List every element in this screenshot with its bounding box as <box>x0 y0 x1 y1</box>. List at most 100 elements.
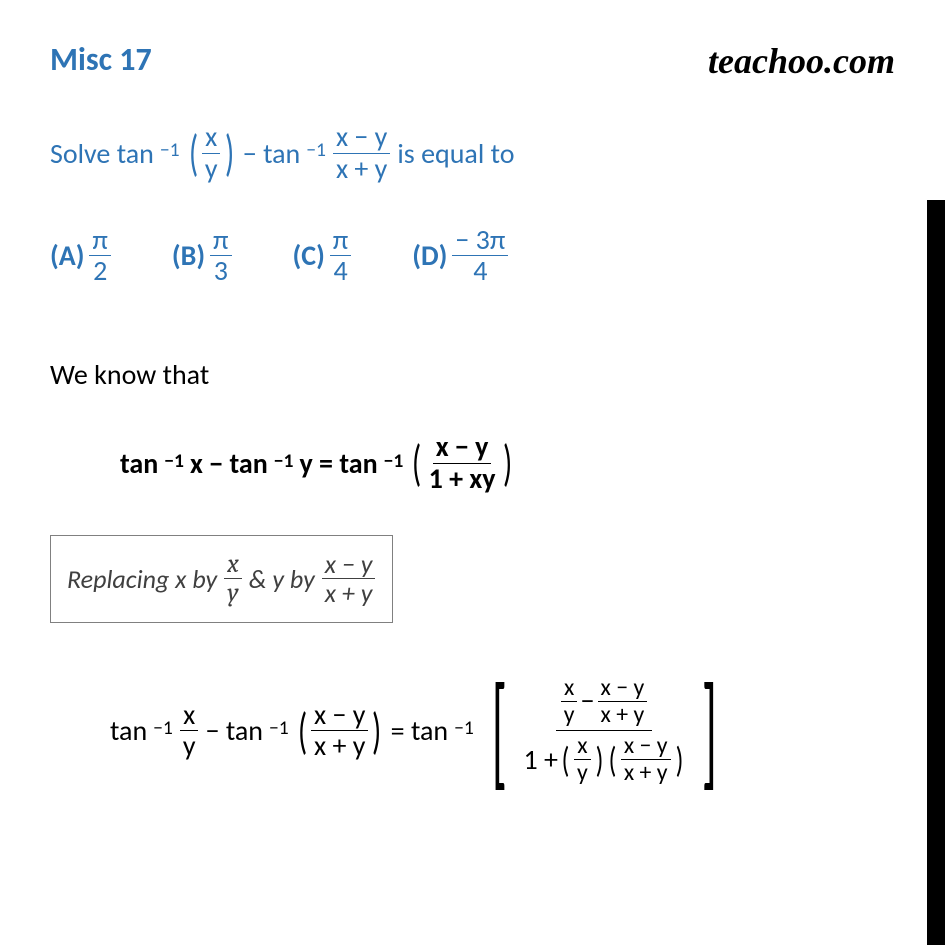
denominator: 4 <box>470 256 490 287</box>
numerator: x − y <box>311 700 368 732</box>
exponent: −1 <box>153 716 173 740</box>
fraction: π 4 <box>330 225 351 288</box>
numerator: π <box>210 225 231 257</box>
big-fraction: x y − x − y x + y 1 + ( x y <box>519 673 688 789</box>
denominator: 2 <box>90 256 110 287</box>
fraction: x y <box>561 675 578 728</box>
numerator: x − y <box>333 122 390 154</box>
paren-group: ( x − y 1 + xy ) <box>409 432 515 495</box>
problem-title: Misc 17 <box>50 40 152 79</box>
fraction: x − y x + y <box>311 700 368 763</box>
numerator: x <box>202 122 220 154</box>
bracket-group: [ x y − x − y x + y 1 + ( <box>480 673 728 789</box>
denominator: y <box>180 731 199 762</box>
exponent: −1 <box>306 138 326 162</box>
fraction: x y <box>180 700 199 763</box>
right-bracket-icon: ] <box>701 699 716 762</box>
text: tan <box>110 713 147 748</box>
header-row: Misc 17 teachoo.com <box>50 40 895 82</box>
text: − tan <box>206 713 263 748</box>
denominator: x + y <box>311 731 368 762</box>
paren-group: ( x − y x + y ) <box>295 700 385 763</box>
numerator: x − y <box>433 432 492 464</box>
right-paren-icon: ) <box>503 443 512 483</box>
question-mid: − tan <box>243 136 300 171</box>
exponent: −1 <box>160 138 180 162</box>
fraction: x y <box>574 733 591 786</box>
denominator: x + y <box>621 760 671 786</box>
numerator: x <box>561 675 577 702</box>
denominator: 1 + xy <box>426 464 499 495</box>
options-row: (A) π 2 (B) π 3 (C) π 4 (D) − 3π 4 <box>50 225 895 288</box>
numerator: π <box>330 225 351 257</box>
fraction: π 2 <box>89 225 110 288</box>
left-paren-icon: ( <box>608 740 616 780</box>
left-bracket-icon: [ <box>491 699 506 762</box>
fraction: x − y x + y <box>322 550 376 608</box>
numerator: x − y <box>598 675 648 702</box>
right-paren-icon: ) <box>225 133 234 173</box>
equals-text: = tan <box>391 713 448 748</box>
option-label: (D) <box>412 238 447 273</box>
exponent: −1 <box>269 716 289 740</box>
fraction: π 3 <box>210 225 231 288</box>
numerator: x <box>224 550 242 580</box>
denominator: 3 <box>211 256 231 287</box>
left-paren-icon: ( <box>189 133 198 173</box>
page-content: Misc 17 teachoo.com Solve tan−1 ( x y ) … <box>0 0 945 829</box>
right-paren-icon: ) <box>372 711 381 751</box>
denominator: y <box>561 702 578 728</box>
question-suffix: is equal to <box>397 136 514 171</box>
final-expression: tan−1 x y − tan−1 ( x − y x + y ) = tan−… <box>110 673 895 789</box>
numerator: π <box>89 225 110 257</box>
identity-formula: tan−1 x − tan−1 y = tan−1 ( x − y 1 + xy… <box>120 432 895 495</box>
question-line: Solve tan−1 ( x y ) − tan−1 x − y x + y … <box>50 122 895 185</box>
fraction: x − y x + y <box>333 122 390 185</box>
denominator: x + y <box>598 702 648 728</box>
formula-text: x − tan <box>190 446 268 481</box>
numerator: − 3π <box>452 225 508 257</box>
side-strip <box>927 200 945 945</box>
denominator: y <box>224 579 241 608</box>
left-paren-icon: ( <box>298 711 307 751</box>
fraction: − 3π 4 <box>452 225 508 288</box>
paren-group: ( x y ) <box>186 122 237 185</box>
fraction: x − y x + y <box>621 733 671 786</box>
denominator: x + y <box>333 154 390 185</box>
exponent: −1 <box>384 449 404 473</box>
site-logo: teachoo.com <box>708 40 895 82</box>
exponent: −1 <box>164 449 184 473</box>
denominator: y <box>574 760 591 786</box>
solution-intro: We know that <box>50 357 895 392</box>
fraction: x − y 1 + xy <box>426 432 499 495</box>
left-paren-icon: ( <box>562 740 570 780</box>
option-b: (B) π 3 <box>172 225 233 288</box>
minus: − <box>581 686 595 717</box>
option-a: (A) π 2 <box>50 225 112 288</box>
fraction: x y <box>224 550 242 608</box>
replace-note-box: Replacing x by x y & y by x − y x + y <box>50 535 393 623</box>
one-plus: 1 + <box>523 745 557 776</box>
numerator: x <box>180 700 198 732</box>
right-paren-icon: ) <box>675 740 683 780</box>
question-prefix: Solve tan <box>50 136 154 171</box>
big-numerator: x y − x − y x + y <box>556 673 652 731</box>
replace-text: & y by <box>249 563 315 595</box>
numerator: x − y <box>621 733 671 760</box>
denominator: 4 <box>330 256 350 287</box>
option-label: (B) <box>172 238 205 273</box>
big-denominator: 1 + ( x y ) ( x − y x + y ) <box>519 731 688 788</box>
option-c: (C) π 4 <box>293 225 353 288</box>
right-paren-icon: ) <box>595 740 603 780</box>
numerator: x − y <box>322 550 376 580</box>
option-label: (A) <box>50 238 84 273</box>
numerator: x <box>574 733 590 760</box>
denominator: x + y <box>322 579 376 608</box>
formula-text: tan <box>120 446 158 481</box>
option-d: (D) − 3π 4 <box>412 225 509 288</box>
option-label: (C) <box>293 238 325 273</box>
left-paren-icon: ( <box>412 443 421 483</box>
exponent: −1 <box>454 716 474 740</box>
denominator: y <box>202 154 221 185</box>
fraction: x − y x + y <box>598 675 648 728</box>
